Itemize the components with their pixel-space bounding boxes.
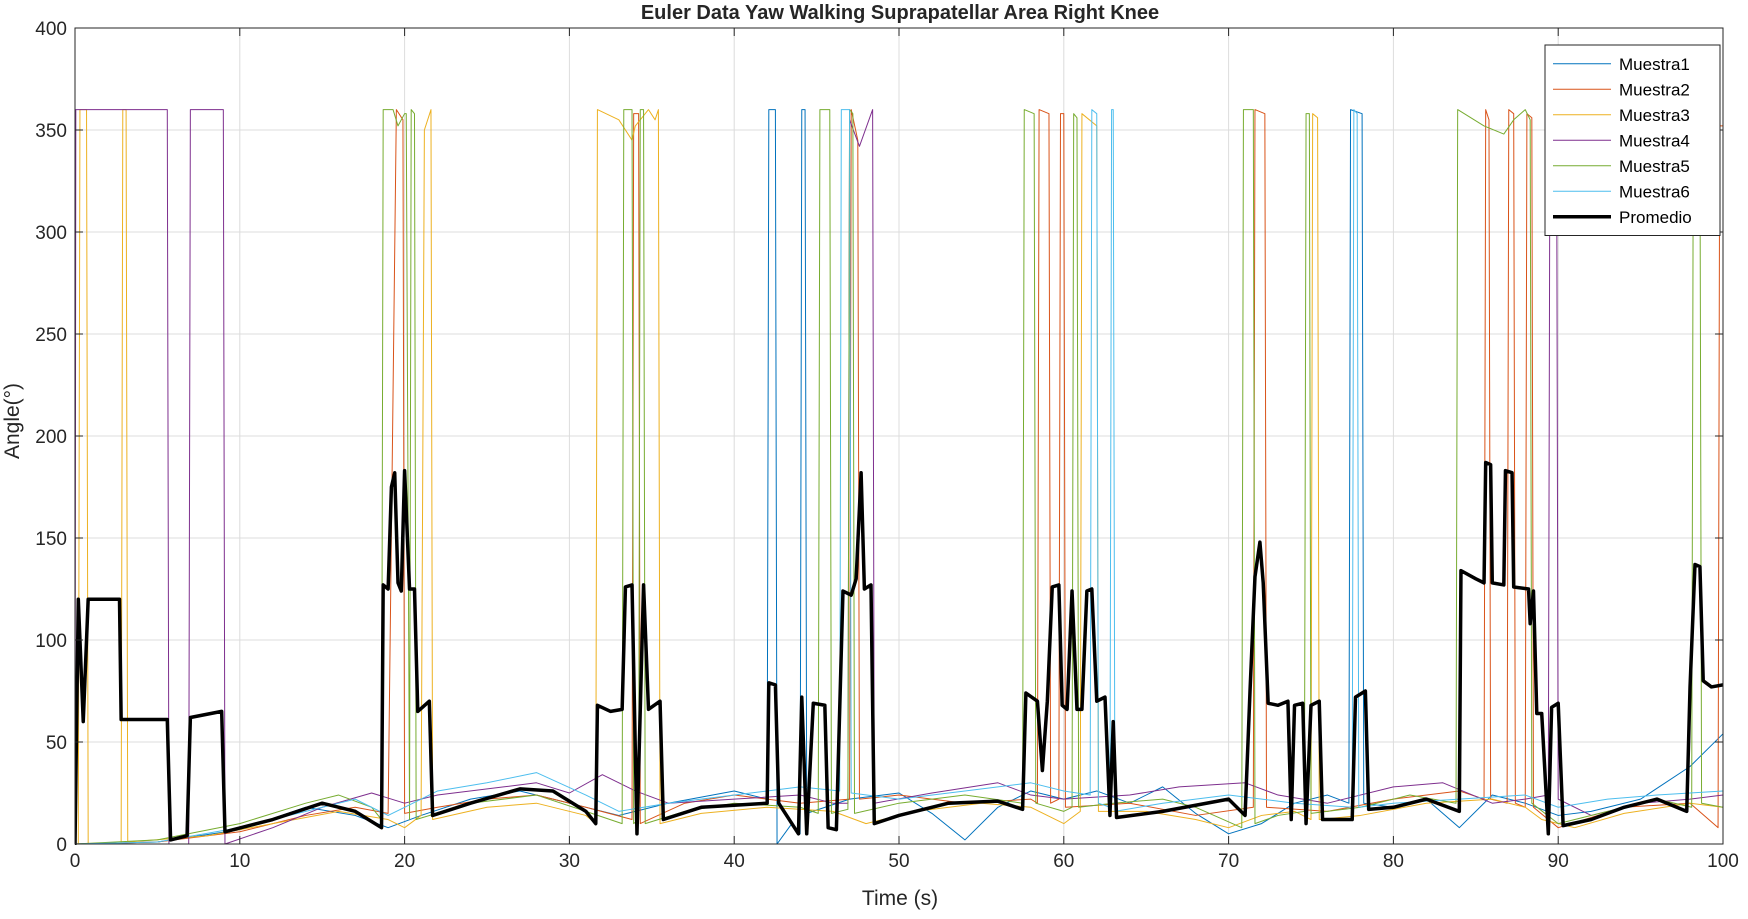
x-tick-label: 20 <box>394 851 415 872</box>
series-line-muestra3 <box>75 109 1723 845</box>
y-tick-label: 250 <box>35 325 67 346</box>
legend-label-muestra5: Muestra5 <box>1619 157 1690 176</box>
legend-label-muestra6: Muestra6 <box>1619 182 1690 201</box>
x-tick-label: 80 <box>1383 851 1404 872</box>
legend-label-muestra1: Muestra1 <box>1619 55 1690 74</box>
series-line-promedio <box>75 460 1723 845</box>
y-tick-label: 350 <box>35 121 67 142</box>
y-axis-label: Angle(°) <box>1 383 24 459</box>
chart-title: Euler Data Yaw Walking Suprapatellar Are… <box>641 2 1159 24</box>
y-tick-label: 150 <box>35 529 67 550</box>
legend: Muestra1 Muestra2 Muestra3 Muestra4 Muestra5… <box>1544 44 1721 236</box>
y-tick-label: 50 <box>46 733 67 754</box>
plot-area: 0 10 20 30 40 50 60 70 80 90 100 0 50 100 150 200 250 300… <box>35 19 1739 872</box>
y-tick-label: 300 <box>35 223 67 244</box>
legend-label-muestra4: Muestra4 <box>1619 131 1690 150</box>
legend-label-muestra2: Muestra2 <box>1619 80 1690 99</box>
x-tick-label: 10 <box>229 851 250 872</box>
x-tick-label: 70 <box>1218 851 1239 872</box>
legend-label-promedio: Promedio <box>1619 208 1692 227</box>
series-group <box>75 109 1723 845</box>
x-tick-label: 50 <box>888 851 909 872</box>
x-tick-label: 40 <box>724 851 745 872</box>
series-line-muestra5 <box>75 109 1723 845</box>
x-axis-label: Time (s) <box>862 887 938 910</box>
x-tick-label: 90 <box>1548 851 1569 872</box>
x-tick-label: 60 <box>1053 851 1074 872</box>
x-tick-label: 0 <box>70 851 81 872</box>
x-tick-label: 30 <box>559 851 580 872</box>
legend-label-muestra3: Muestra3 <box>1619 106 1690 125</box>
series-line-muestra6 <box>75 109 1723 845</box>
y-tick-label: 400 <box>35 19 67 40</box>
y-tick-label: 200 <box>35 427 67 448</box>
y-tick-label: 100 <box>35 631 67 652</box>
y-tick-label: 0 <box>56 835 67 856</box>
x-tick-label: 100 <box>1707 851 1739 872</box>
series-line-muestra2 <box>75 109 1723 845</box>
